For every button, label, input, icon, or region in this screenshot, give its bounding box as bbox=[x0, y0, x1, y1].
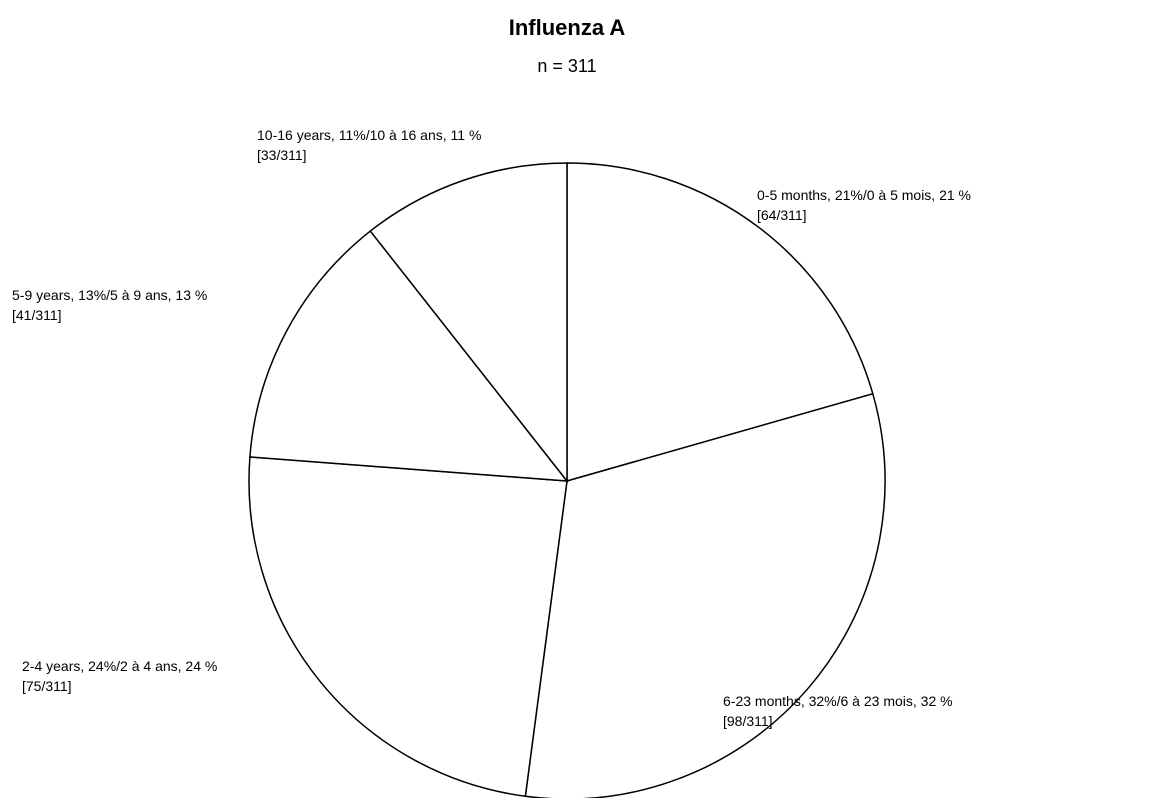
pie-slice bbox=[566, 162, 874, 482]
slice-value-label: [33/311] bbox=[257, 147, 307, 163]
pie-slice bbox=[249, 230, 569, 482]
slice-label: 2-4 years, 24%/2 à 4 ans, 24 % bbox=[22, 658, 217, 674]
chart-subtitle: n = 311 bbox=[537, 56, 596, 76]
slice-value-label: [75/311] bbox=[22, 678, 72, 694]
slice-value-label: [64/311] bbox=[757, 207, 807, 223]
slice-label: 0-5 months, 21%/0 à 5 mois, 21 % bbox=[757, 187, 971, 203]
slice-label: 10-16 years, 11%/10 à 16 ans, 11 % bbox=[257, 127, 481, 143]
slice-value-label: [98/311] bbox=[723, 713, 773, 729]
pie-slice bbox=[248, 456, 568, 798]
pie-slice bbox=[369, 162, 568, 484]
slice-value-label: [41/311] bbox=[12, 307, 62, 323]
slice-label: 6-23 months, 32%/6 à 23 mois, 32 % bbox=[723, 693, 953, 709]
chart-title: Influenza A bbox=[509, 15, 626, 40]
slice-label: 5-9 years, 13%/5 à 9 ans, 13 % bbox=[12, 287, 207, 303]
pie-slice bbox=[524, 392, 886, 798]
